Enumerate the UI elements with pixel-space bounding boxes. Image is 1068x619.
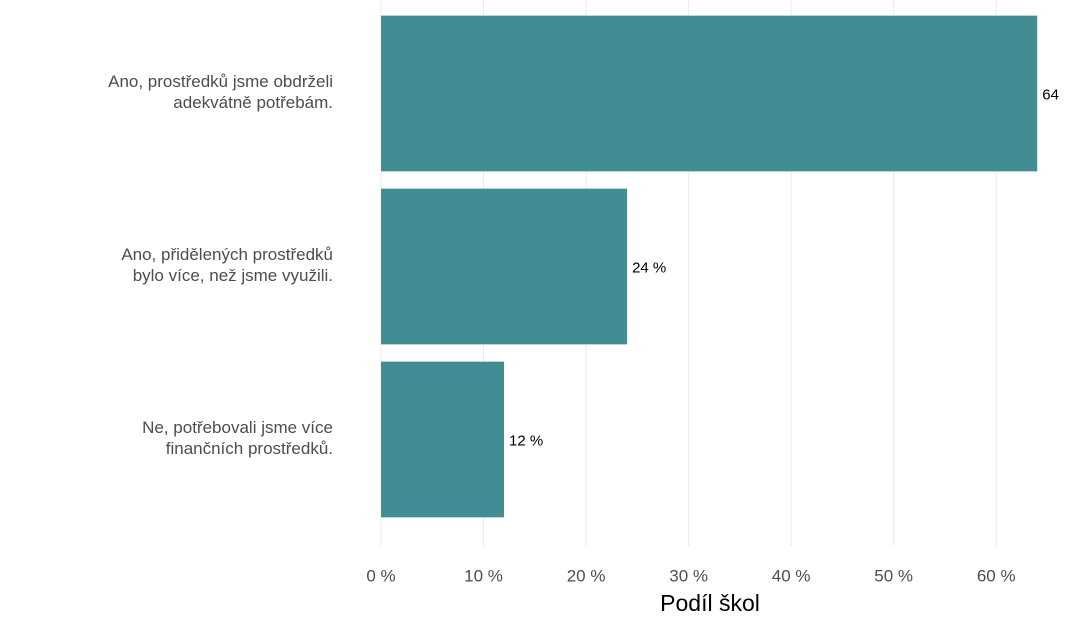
- y-tick-label: Ano, prostředků jsme obdrželi adekvátně p…: [108, 72, 333, 112]
- y-tick-label-line: finančních prostředků.: [166, 439, 333, 458]
- x-tick-label: 30 %: [669, 566, 708, 585]
- value-label: 24 %: [632, 259, 666, 276]
- bars: [381, 15, 1038, 518]
- x-axis-title: Podíl škol: [660, 590, 760, 616]
- x-tick-label: 0 %: [366, 566, 395, 585]
- bar: [381, 188, 628, 345]
- x-tick-label: 20 %: [567, 566, 606, 585]
- value-label: 64: [1042, 86, 1059, 103]
- y-tick-label: Ne, potřebovali jsme více finančních pros…: [142, 418, 333, 458]
- bar: [381, 361, 505, 518]
- x-tick-label: 50 %: [874, 566, 913, 585]
- y-tick-label-line: Ano, přidělených prostředků: [121, 245, 333, 264]
- x-tick-label: 60 %: [977, 566, 1016, 585]
- y-tick-label-line: Ano, prostředků jsme obdrželi: [108, 72, 333, 91]
- y-tick-label-line: adekvátně potřebám.: [173, 93, 333, 112]
- value-label: 12 %: [509, 432, 543, 449]
- labels: 0 % 10 % 20 % 30 % 40 % 50 % 60 % 64 Ano, prostř…: [108, 72, 1059, 585]
- y-tick-label-line: bylo více, než jsme využili.: [133, 266, 333, 285]
- y-tick-label-line: Ne, potřebovali jsme více: [142, 418, 333, 437]
- x-tick-label: 10 %: [464, 566, 503, 585]
- x-tick-label: 40 %: [772, 566, 811, 585]
- bar: [381, 15, 1038, 172]
- y-tick-label: Ano, přidělených prostředků bylo více, ne…: [121, 245, 333, 285]
